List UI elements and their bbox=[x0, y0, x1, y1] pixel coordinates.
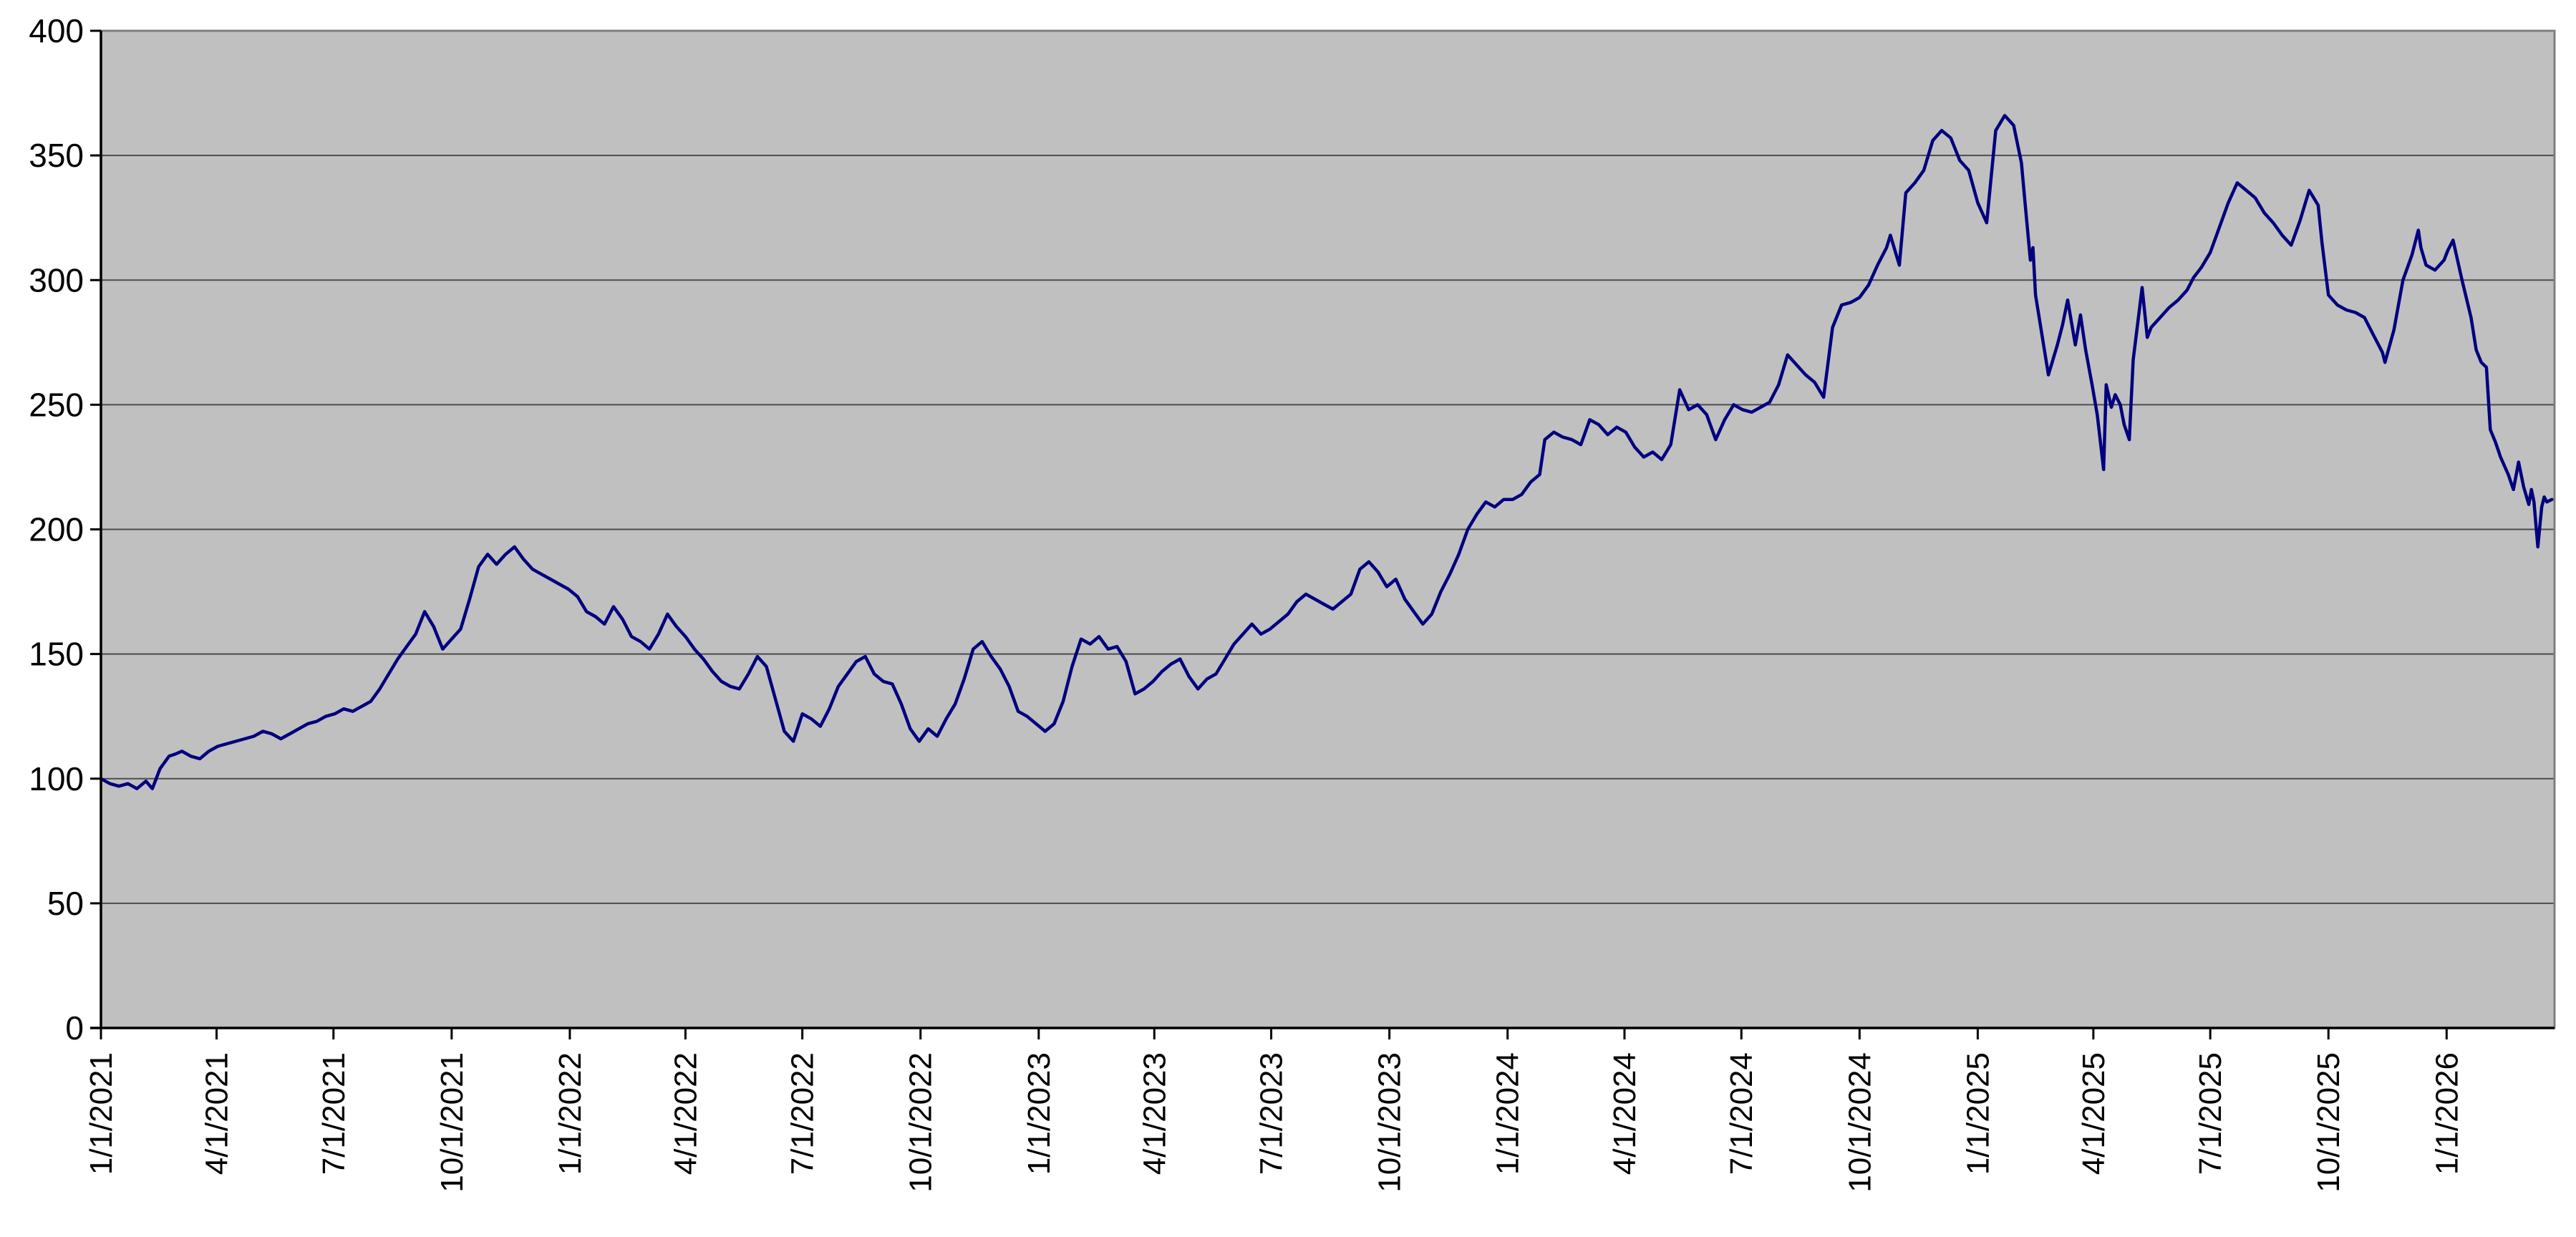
tick-marks bbox=[90, 29, 2448, 1039]
y-axis-label: 350 bbox=[29, 137, 84, 174]
x-axis-label: 4/1/2022 bbox=[668, 1052, 703, 1175]
x-axis-label: 7/1/2023 bbox=[1254, 1052, 1289, 1175]
x-axis-label: 10/1/2024 bbox=[1842, 1052, 1877, 1193]
x-axis-label: 10/1/2022 bbox=[904, 1052, 939, 1193]
y-gridlines bbox=[101, 155, 2555, 904]
x-axis-label: 4/1/2023 bbox=[1137, 1052, 1172, 1175]
x-axis-labels: 1/1/2021 4/1/2021 7/1/2021 10/1/2021 1/1/202… bbox=[84, 1052, 2464, 1193]
x-axis-label: 1/1/2022 bbox=[553, 1052, 588, 1175]
y-axis-label: 250 bbox=[29, 386, 84, 423]
x-axis-label: 7/1/2022 bbox=[785, 1052, 820, 1175]
x-axis-label: 1/1/2021 bbox=[84, 1052, 119, 1175]
x-axis-label: 10/1/2023 bbox=[1372, 1052, 1408, 1193]
x-axis-label: 7/1/2024 bbox=[1724, 1052, 1759, 1175]
x-axis-label: 4/1/2021 bbox=[199, 1052, 234, 1175]
y-axis-labels: 0 50 100 150 200 250 300 350 400 bbox=[29, 12, 84, 1047]
series-lines bbox=[99, 114, 2554, 790]
y-axis-label: 150 bbox=[29, 636, 84, 673]
y-axis-label: 300 bbox=[29, 261, 84, 299]
y-axis-label: 100 bbox=[29, 760, 84, 797]
x-axis-label: 10/1/2021 bbox=[435, 1052, 470, 1193]
x-axis-label: 1/1/2023 bbox=[1022, 1052, 1057, 1175]
x-axis-label: 7/1/2021 bbox=[316, 1052, 352, 1175]
x-axis-label: 4/1/2024 bbox=[1607, 1052, 1642, 1175]
x-axis-label: 1/1/2025 bbox=[1960, 1052, 1995, 1175]
x-axis-label: 7/1/2025 bbox=[2193, 1052, 2228, 1175]
y-axis-label: 0 bbox=[65, 1009, 84, 1047]
y-axis-label: 50 bbox=[47, 885, 84, 922]
x-axis-label: 4/1/2025 bbox=[2076, 1052, 2111, 1175]
x-axis-label: 1/1/2026 bbox=[2429, 1052, 2464, 1175]
y-axis-label: 200 bbox=[29, 511, 84, 548]
y-axis-label: 400 bbox=[29, 12, 84, 49]
x-axis-label: 1/1/2024 bbox=[1491, 1052, 1526, 1175]
index-value-line bbox=[99, 114, 2554, 790]
x-axis-label: 10/1/2025 bbox=[2311, 1052, 2346, 1193]
